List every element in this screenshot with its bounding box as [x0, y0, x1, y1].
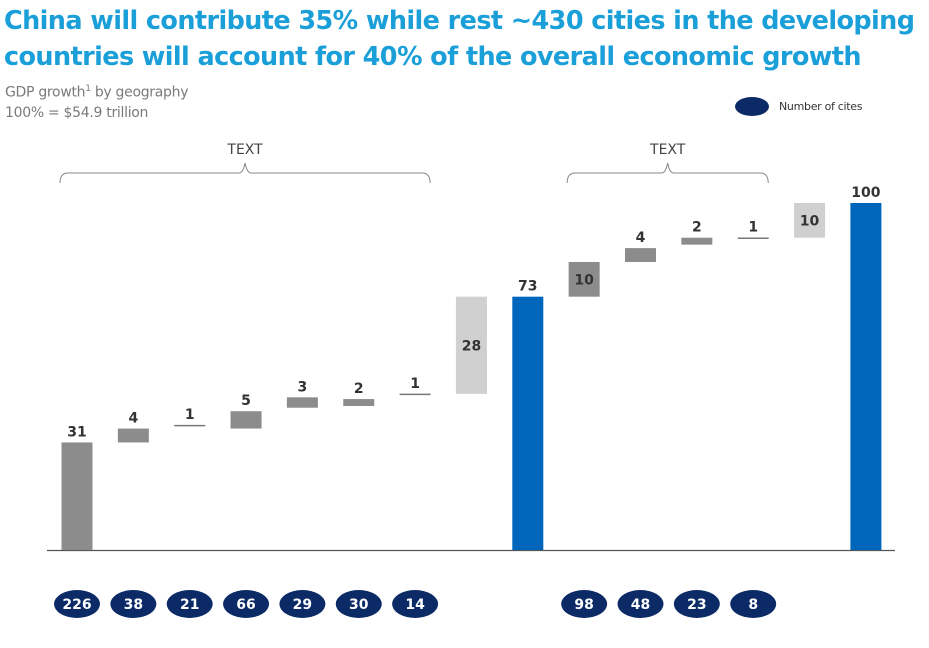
data-label-6: 1 — [410, 376, 420, 392]
chart-title: China will contribute 35% while rest ~43… — [4, 3, 924, 75]
footnote-marker: 1 — [85, 84, 91, 94]
city-count-ellipse-2 — [166, 590, 213, 618]
waterfall-bar-1 — [117, 428, 149, 443]
data-label-12: 1 — [748, 220, 758, 236]
subtitle-text-post: by geography — [90, 84, 189, 101]
city-count-ellipse-10 — [730, 590, 777, 618]
city-count-label-3: 66 — [236, 597, 255, 613]
waterfall-bar-9 — [568, 261, 600, 297]
city-count-ellipse-8 — [617, 590, 664, 618]
city-count-ellipse-6 — [392, 590, 439, 618]
chart-subtitle: GDP growth1 by geography — [5, 80, 189, 102]
city-count-label-4: 29 — [293, 597, 312, 613]
city-count-ellipse-1 — [110, 590, 157, 618]
group-label-1: TEXT — [649, 142, 686, 158]
group-brace-0 — [59, 162, 431, 184]
city-count-ellipse-3 — [223, 590, 270, 618]
city-count-label-6: 14 — [405, 597, 425, 613]
data-label-10: 4 — [636, 230, 646, 246]
city-count-label-8: 48 — [631, 597, 650, 613]
waterfall-bar-10 — [625, 248, 656, 262]
data-label-11: 2 — [692, 220, 702, 236]
city-count-ellipse-0 — [54, 590, 100, 618]
data-label-8: 73 — [518, 279, 537, 295]
data-label-5: 2 — [354, 381, 364, 397]
waterfall-bar-8 — [512, 296, 544, 550]
waterfall-bar-0 — [61, 442, 93, 550]
city-count-ellipse-4 — [279, 590, 326, 618]
city-count-ellipse-9 — [673, 590, 720, 618]
group-label-0: TEXT — [226, 142, 263, 158]
chart-title-line-2: countries will account for 40% of the ov… — [4, 42, 862, 72]
data-label-0: 31 — [67, 424, 86, 440]
chart-title-line-1: China will contribute 35% while rest ~43… — [4, 6, 915, 36]
city-count-label-0: 226 — [62, 597, 91, 613]
data-label-7: 28 — [462, 338, 481, 354]
city-count-label-2: 21 — [180, 597, 199, 613]
city-count-ellipse-5 — [335, 590, 382, 618]
legend-label: Number of cites — [779, 100, 863, 113]
waterfall-bar-13 — [794, 203, 826, 238]
waterfall-bar-14 — [850, 203, 882, 550]
legend-marker-ellipse — [735, 97, 769, 116]
city-count-label-5: 30 — [349, 597, 369, 613]
waterfall-bar-4 — [286, 397, 318, 408]
waterfall-bar-3 — [230, 411, 262, 429]
data-label-4: 3 — [298, 379, 308, 395]
waterfall-bar-7 — [455, 296, 487, 394]
legend: Number of cites — [735, 97, 863, 116]
city-count-label-1: 38 — [124, 597, 143, 613]
city-count-label-7: 98 — [574, 597, 593, 613]
data-label-9: 10 — [574, 272, 594, 288]
subtitle-text: GDP growth — [5, 84, 86, 101]
data-label-14: 100 — [851, 185, 880, 201]
data-label-2: 1 — [185, 407, 195, 423]
total-note: 100% = $54.9 trillion — [5, 105, 149, 121]
group-brace-1 — [566, 162, 769, 184]
waterfall-bar-11 — [681, 237, 713, 245]
data-label-3: 5 — [241, 393, 251, 409]
waterfall-bar-5 — [343, 399, 375, 406]
city-count-label-10: 8 — [748, 597, 758, 613]
city-count-label-9: 23 — [687, 597, 706, 613]
city-count-ellipse-7 — [561, 590, 608, 618]
data-label-13: 10 — [800, 213, 820, 229]
data-label-1: 4 — [128, 411, 138, 427]
